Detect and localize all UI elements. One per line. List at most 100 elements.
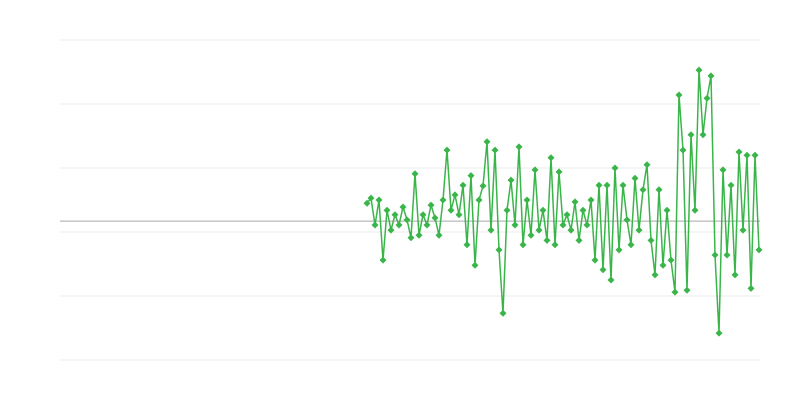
data-point [751,151,759,159]
data-point [671,288,679,296]
data-point [363,199,371,207]
data-point [447,206,455,214]
data-point [619,181,627,189]
data-point [555,168,563,176]
data-point [539,206,547,214]
data-point [739,226,747,234]
data-point [507,176,515,184]
data-point [431,214,439,222]
data-point [415,231,423,239]
data-point [471,261,479,269]
data-point [435,231,443,239]
data-point [607,276,615,284]
data-point [547,154,555,162]
data-point [487,226,495,234]
data-point [391,211,399,219]
data-point [411,170,419,178]
data-point [719,166,727,174]
data-point [623,216,631,224]
data-point [715,329,723,337]
data-point [543,236,551,244]
data-point [567,226,575,234]
data-point [583,221,591,229]
data-point [747,284,755,292]
data-point [367,194,375,202]
data-point [651,271,659,279]
data-point [395,221,403,229]
data-point [603,181,611,189]
data-point [531,166,539,174]
data-line [366,70,760,334]
data-point [639,186,647,194]
data-point [455,211,463,219]
data-point [643,161,651,169]
data-point [679,146,687,154]
data-point [707,72,715,80]
data-point [387,226,395,234]
data-point [655,186,663,194]
data-point [439,196,447,204]
data-point [675,91,683,99]
data-point [383,206,391,214]
data-point [667,256,675,264]
data-point [695,66,703,74]
data-point [703,94,711,102]
data-point [483,138,491,146]
data-point [419,211,427,219]
data-point [731,271,739,279]
data-point [647,236,655,244]
data-point [559,221,567,229]
data-point [743,151,751,159]
data-point [591,256,599,264]
data-point [479,182,487,190]
data-point [755,246,763,254]
data-point [631,174,639,182]
data-point [427,201,435,209]
data-point [571,198,579,206]
data-point [595,181,603,189]
data-point [575,236,583,244]
data-point [723,251,731,259]
data-point [735,148,743,156]
data-point [683,286,691,294]
data-point [375,196,383,204]
data-point [459,181,467,189]
data-point [691,206,699,214]
data-point [627,241,635,249]
data-point [499,309,507,317]
data-point [451,191,459,199]
data-point [515,143,523,151]
data-point [615,246,623,254]
data-point [495,246,503,254]
data-point [407,234,415,242]
data-point [463,241,471,249]
data-point [699,131,707,139]
data-point [659,261,667,269]
data-point [423,221,431,229]
data-point [475,196,483,204]
data-point [711,251,719,259]
data-point [491,146,499,154]
data-point [527,231,535,239]
data-point [371,221,379,229]
data-point [503,206,511,214]
data-point [635,226,643,234]
data-point [523,196,531,204]
data-point [611,164,619,172]
data-point [551,241,559,249]
data-point [443,146,451,154]
data-point [587,196,595,204]
data-point [511,221,519,229]
data-point [379,256,387,264]
data-point [599,266,607,274]
data-point [579,206,587,214]
data-point [519,241,527,249]
data-point [535,226,543,234]
data-point [403,216,411,224]
data-point [399,203,407,211]
data-point [663,206,671,214]
data-point [467,172,475,180]
data-point [687,131,695,139]
data-point [727,181,735,189]
